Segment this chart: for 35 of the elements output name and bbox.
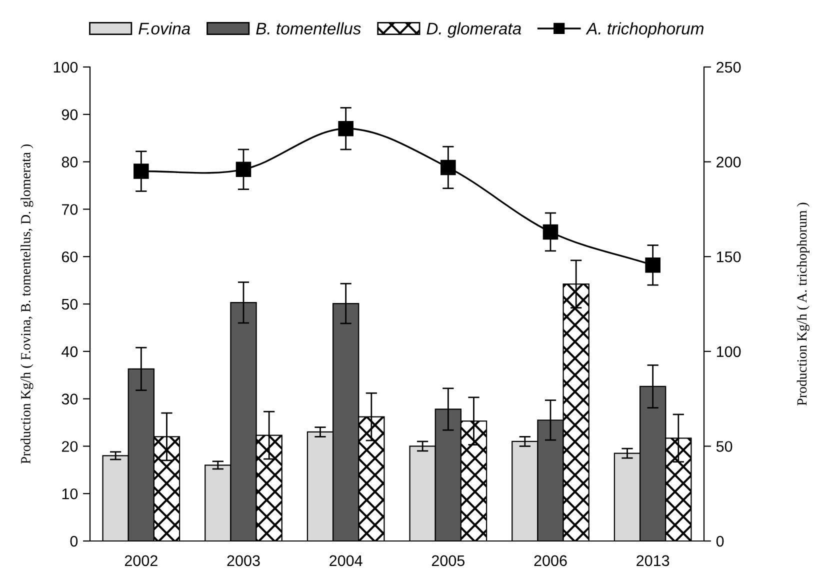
y2-tick-label: 0: [716, 536, 724, 547]
y-tick-label: 20: [62, 441, 78, 452]
y2-axis-title: Production Kg/h ( A. trichophorum ): [796, 202, 810, 406]
y-tick-label: 10: [62, 488, 78, 500]
point: [645, 257, 660, 273]
y-axis-title: Production Kg/h ( F.ovina, B. tomentellus, D. glomerata ): [20, 144, 34, 464]
y-tick-label: 50: [62, 298, 78, 310]
y-tick-label: 80: [62, 156, 78, 168]
y2-tick-label: 150: [716, 251, 741, 262]
point: [440, 160, 456, 176]
y-tick-label: 100: [54, 62, 78, 73]
legend-label: D. glomerata: [426, 22, 522, 38]
y-tick-label: 30: [62, 394, 78, 404]
y-tick-label: 0: [70, 536, 78, 547]
point: [542, 224, 558, 240]
x-tick-label: 2013: [636, 555, 670, 566]
point: [134, 164, 149, 179]
y-tick-label: 40: [62, 346, 78, 358]
x-tick-label: 2006: [534, 555, 567, 566]
y2-tick-label: 100: [716, 346, 741, 358]
point: [236, 162, 252, 178]
y-tick-label: 60: [62, 251, 78, 262]
y-tick-label: 70: [62, 204, 78, 215]
legend-label: F.ovina: [138, 22, 190, 34]
x-tick-label: 2002: [124, 555, 158, 566]
legend-label: B. tomentellus: [256, 22, 361, 34]
y2-tick-label: 200: [716, 156, 741, 168]
y2-tick-label: 50: [716, 441, 732, 452]
x-tick-label: 2003: [227, 555, 260, 566]
y-tick-label: 90: [62, 109, 78, 120]
x-tick-label: 2005: [432, 555, 465, 566]
y2-tick-label: 250: [716, 62, 741, 73]
legend-label: A. trichophorum: [586, 22, 704, 38]
point: [338, 120, 354, 136]
x-tick-label: 2004: [330, 555, 362, 566]
